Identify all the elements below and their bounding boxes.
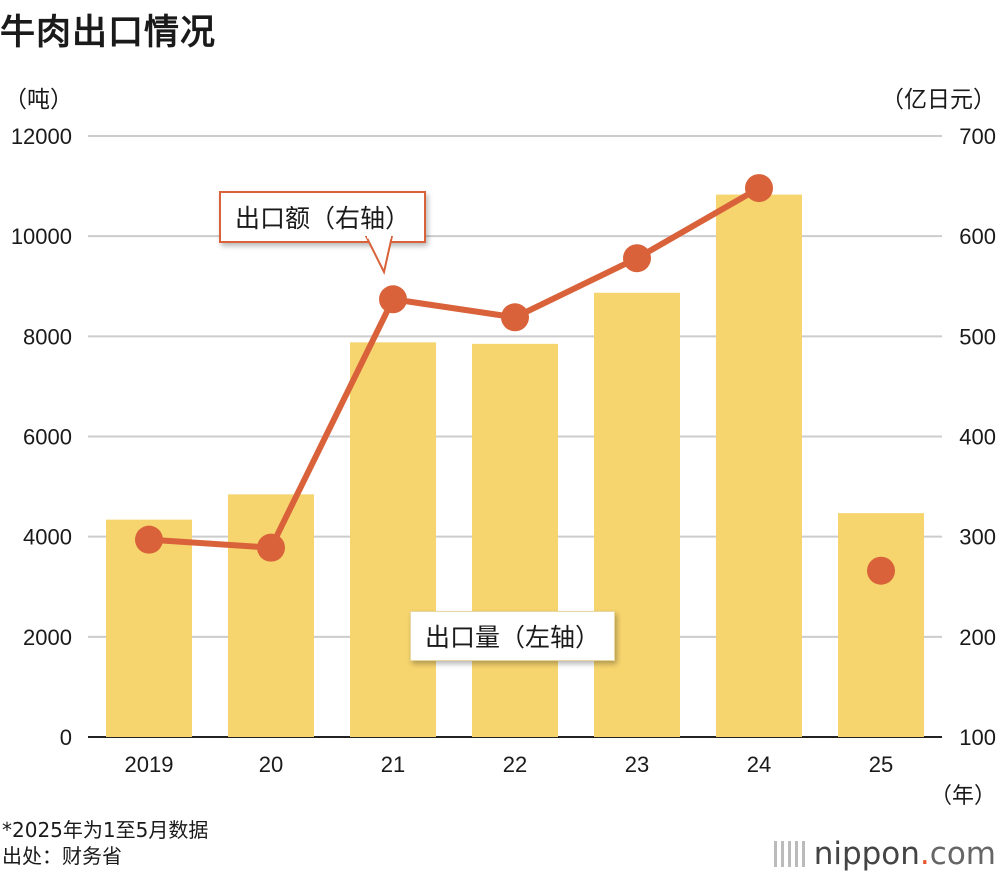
brand-name: nippon (813, 836, 920, 872)
line-series-label: 出口额（右轴） (219, 191, 427, 243)
footnote-source: 出处：财务省 (2, 844, 122, 868)
left-tick-label: 8000 (23, 324, 72, 349)
x-tick-label: 22 (503, 752, 527, 777)
line-point (501, 303, 529, 332)
x-tick-label: 21 (381, 752, 405, 777)
left-tick-label: 2000 (23, 625, 72, 650)
bar (106, 519, 192, 737)
right-tick-label: 200 (959, 625, 996, 650)
left-tick-label: 12000 (11, 124, 72, 149)
brand-logo: nippon. com (773, 836, 996, 872)
left-tick-label: 0 (60, 725, 72, 750)
bar (594, 292, 680, 737)
bar (838, 513, 924, 737)
callout-pointer (364, 236, 394, 275)
line-point (745, 174, 773, 203)
x-tick-label: 24 (747, 752, 771, 777)
right-tick-label: 500 (959, 324, 996, 349)
brand-dot: . (919, 836, 930, 872)
x-tick-label: 2019 (125, 752, 174, 777)
line-point (257, 533, 285, 562)
left-tick-label: 4000 (23, 525, 72, 550)
line-point (379, 285, 407, 314)
left-tick-label: 10000 (11, 224, 72, 249)
right-axis-unit: （亿日元） (881, 87, 996, 113)
brand-tld: com (929, 836, 996, 872)
bar (228, 494, 314, 737)
x-tick-label: 23 (625, 752, 649, 777)
bar (350, 342, 436, 737)
right-tick-label: 600 (959, 224, 996, 249)
right-tick-label: 300 (959, 525, 996, 550)
bar (716, 194, 802, 737)
brand-mark-icon (773, 841, 808, 867)
series-line (148, 185, 761, 551)
chart-title: 牛肉出口情况 (0, 13, 217, 53)
bar-series-label: 出口量（左轴） (410, 611, 616, 661)
x-tick-label: 25 (869, 752, 893, 777)
right-tick-label: 100 (959, 725, 996, 750)
footnote-period: *2025年为1至5月数据 (2, 818, 209, 842)
left-tick-label: 6000 (23, 425, 72, 450)
left-axis-unit: （吨） (4, 87, 73, 113)
line-point (135, 525, 163, 554)
right-tick-label: 400 (959, 425, 996, 450)
right-tick-label: 700 (959, 124, 996, 149)
x-tick-label: 20 (259, 752, 283, 777)
line-point (867, 556, 895, 585)
line-point (623, 244, 651, 273)
bar (472, 343, 558, 737)
x-axis-unit: （年） (930, 783, 996, 808)
